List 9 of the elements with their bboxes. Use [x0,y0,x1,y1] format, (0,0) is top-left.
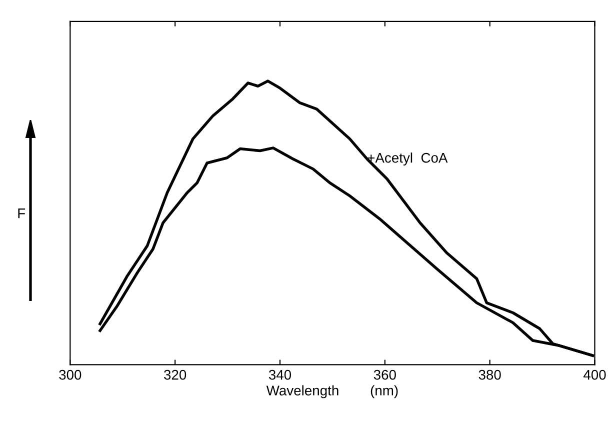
x-tick-label: 300 [59,370,82,380]
x-tick-label: 320 [164,370,186,380]
x-tick-label: 360 [374,370,396,380]
x-tick-label: 400 [583,370,606,380]
x-tick-label: 340 [268,370,292,380]
y-axis-title: F [18,208,26,218]
x-tick-label: 380 [478,370,501,380]
x-axis-title: Wavelength (nm) [266,385,398,398]
series-label: +Acetyl CoA [368,152,448,166]
